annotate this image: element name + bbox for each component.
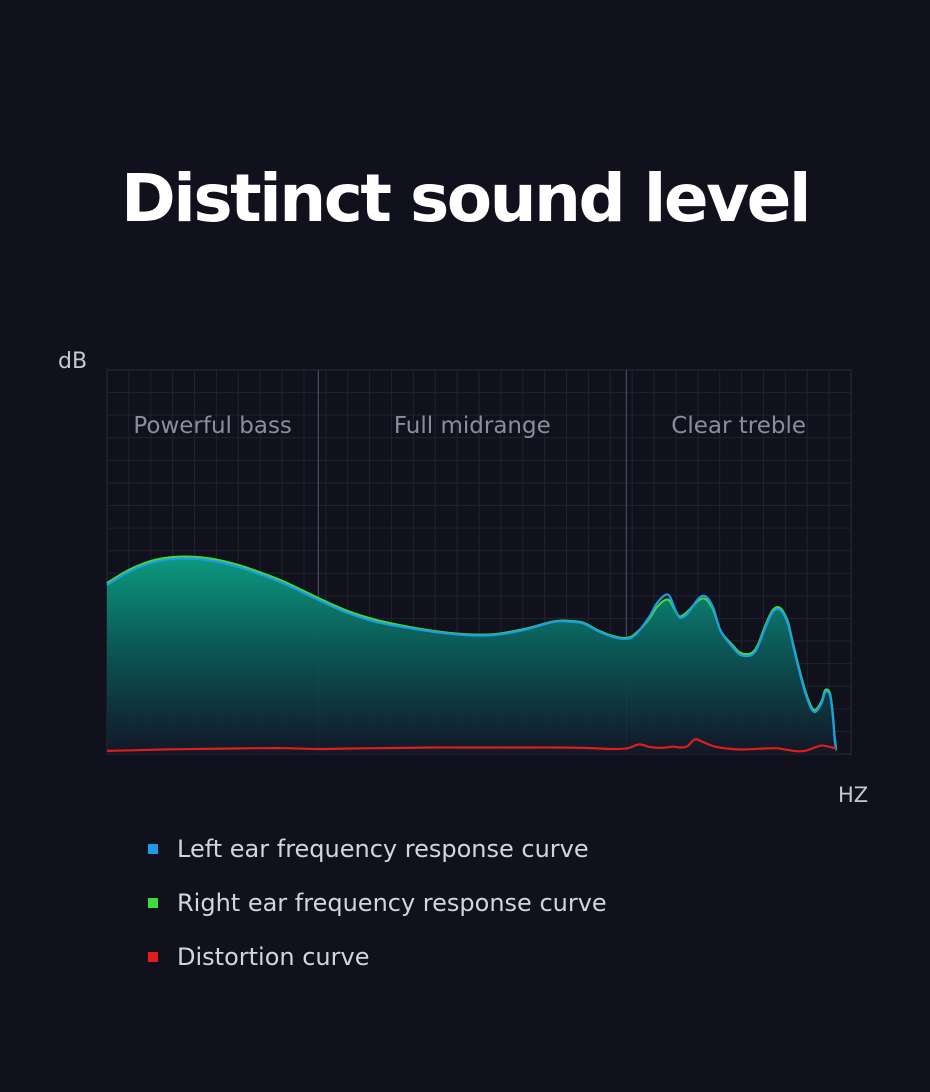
legend-swatch-distortion — [148, 952, 158, 962]
legend-swatch-left-ear — [148, 844, 158, 854]
region-label: Full midrange — [394, 413, 551, 439]
legend-item-distortion: Distortion curve — [148, 930, 607, 984]
legend-item-right-ear: Right ear frequency response curve — [148, 876, 607, 930]
x-axis-label: HZ — [838, 783, 868, 807]
response-area-fill — [107, 556, 837, 754]
frequency-regions: Powerful bass Full midrange Clear treble — [133, 370, 806, 754]
legend-label-distortion: Distortion curve — [177, 943, 370, 971]
legend-item-left-ear: Left ear frequency response curve — [148, 822, 607, 876]
frequency-response-chart: Powerful bass Full midrange Clear treble d… — [58, 349, 868, 807]
page-title: Distinct sound level — [120, 160, 812, 237]
series-lines — [106, 555, 838, 753]
series-line-left-ear — [106, 557, 838, 751]
series-line-distortion — [106, 738, 837, 753]
region-label: Powerful bass — [133, 413, 292, 439]
region-label: Clear treble — [671, 413, 806, 439]
y-axis-label: dB — [58, 349, 87, 374]
chart-legend: Left ear frequency response curve Right … — [148, 822, 607, 984]
legend-label-right-ear: Right ear frequency response curve — [177, 889, 607, 917]
legend-swatch-right-ear — [148, 898, 158, 908]
legend-label-left-ear: Left ear frequency response curve — [177, 835, 589, 863]
